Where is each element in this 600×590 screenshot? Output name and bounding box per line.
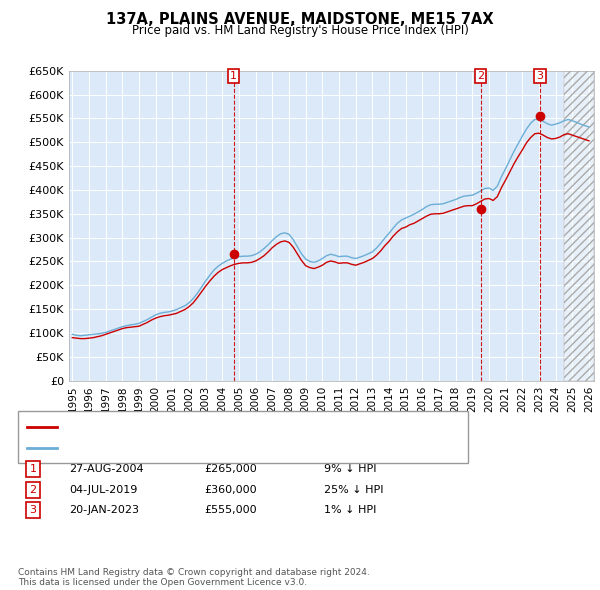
Text: £265,000: £265,000 (204, 464, 257, 474)
Text: 137A, PLAINS AVENUE, MAIDSTONE, ME15 7AX (detached house): 137A, PLAINS AVENUE, MAIDSTONE, ME15 7AX… (63, 422, 402, 432)
Text: 1% ↓ HPI: 1% ↓ HPI (324, 506, 376, 515)
Text: 9% ↓ HPI: 9% ↓ HPI (324, 464, 377, 474)
Text: 04-JUL-2019: 04-JUL-2019 (69, 485, 137, 494)
Text: 20-JAN-2023: 20-JAN-2023 (69, 506, 139, 515)
Text: 27-AUG-2004: 27-AUG-2004 (69, 464, 143, 474)
Bar (564, 71, 594, 381)
Text: 1: 1 (230, 71, 237, 81)
Text: £555,000: £555,000 (204, 506, 257, 515)
Text: 3: 3 (29, 506, 37, 515)
Text: £360,000: £360,000 (204, 485, 257, 494)
Text: Price paid vs. HM Land Registry's House Price Index (HPI): Price paid vs. HM Land Registry's House … (131, 24, 469, 37)
Bar (564, 71, 594, 381)
Text: 2: 2 (29, 485, 37, 494)
Text: HPI: Average price, detached house, Maidstone: HPI: Average price, detached house, Maid… (63, 442, 310, 453)
Text: 3: 3 (536, 71, 544, 81)
Text: 2: 2 (477, 71, 484, 81)
Text: 1: 1 (29, 464, 37, 474)
Text: 25% ↓ HPI: 25% ↓ HPI (324, 485, 383, 494)
Text: 137A, PLAINS AVENUE, MAIDSTONE, ME15 7AX: 137A, PLAINS AVENUE, MAIDSTONE, ME15 7AX (106, 12, 494, 27)
Text: Contains HM Land Registry data © Crown copyright and database right 2024.
This d: Contains HM Land Registry data © Crown c… (18, 568, 370, 587)
